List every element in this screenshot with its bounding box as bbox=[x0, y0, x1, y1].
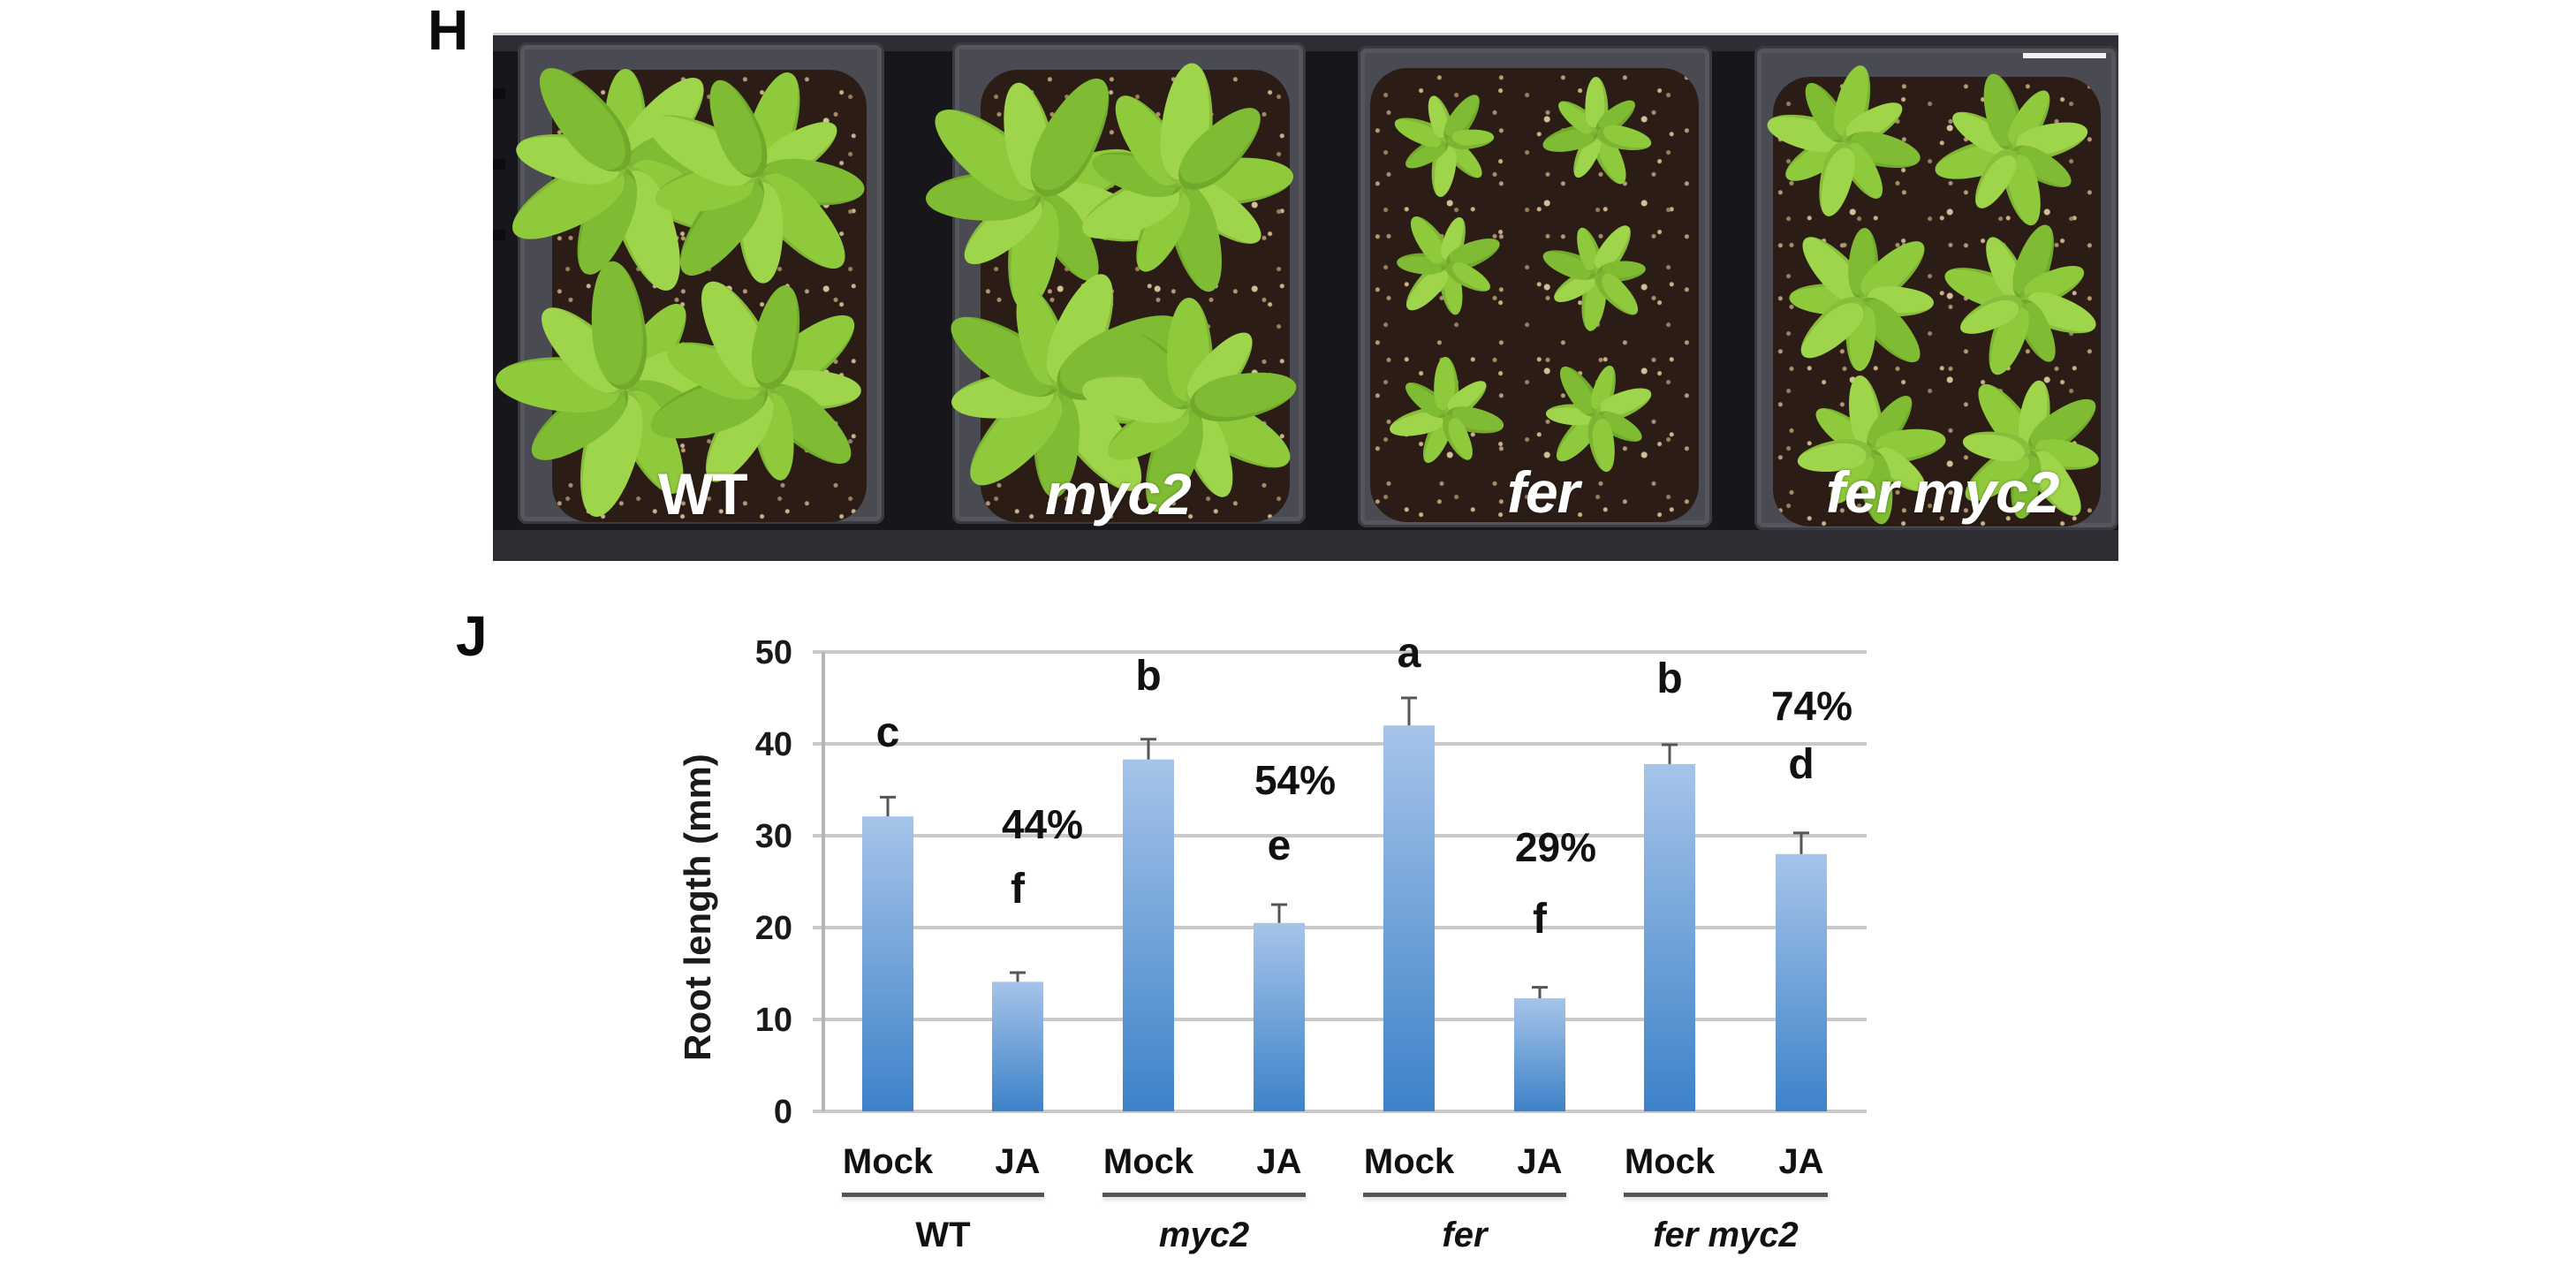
significance-letter: e bbox=[1267, 822, 1292, 869]
y-tick-label: 30 bbox=[754, 818, 792, 855]
group-label: WT bbox=[915, 1216, 971, 1254]
y-axis-title: Root length (mm) bbox=[677, 754, 718, 1061]
tray-label-myc2: myc2 bbox=[1045, 461, 1192, 527]
y-tick-label: 20 bbox=[754, 910, 792, 947]
x-tick-label: Mock bbox=[842, 1142, 934, 1181]
percent-annotation: 44% bbox=[1001, 801, 1084, 847]
significance-letter: f bbox=[1533, 896, 1547, 943]
y-tick-label: 0 bbox=[773, 1094, 792, 1131]
bar bbox=[1644, 763, 1695, 1111]
significance-letter: b bbox=[1656, 655, 1683, 702]
bar bbox=[1776, 853, 1827, 1111]
x-tick-label: JA bbox=[1778, 1142, 1824, 1181]
significance-letter: a bbox=[1397, 630, 1421, 677]
rail-notch bbox=[493, 88, 505, 99]
x-tick-label: Mock bbox=[1102, 1142, 1194, 1181]
y-tick-label: 50 bbox=[754, 634, 792, 671]
group-underline bbox=[1102, 1193, 1306, 1197]
bar bbox=[862, 816, 913, 1111]
group-label: fer myc2 bbox=[1653, 1216, 1799, 1254]
tray-label-fer-myc2: fer myc2 bbox=[1826, 459, 2060, 525]
significance-letter: f bbox=[1011, 866, 1025, 913]
percent-annotation: 74% bbox=[1770, 683, 1853, 729]
x-tick-label: Mock bbox=[1363, 1142, 1455, 1181]
group-underline bbox=[1363, 1193, 1566, 1197]
bar bbox=[1514, 998, 1565, 1111]
significance-letter: d bbox=[1788, 741, 1815, 788]
panel-label-j: J bbox=[456, 604, 488, 668]
bar bbox=[1383, 725, 1435, 1111]
x-tick-label: JA bbox=[995, 1142, 1041, 1181]
x-tick-label: JA bbox=[1256, 1142, 1302, 1181]
group-label: fer bbox=[1442, 1216, 1488, 1254]
plant-tray-photo: WT myc2 fer fer myc2 bbox=[493, 33, 2118, 561]
tray-label-fer: fer bbox=[1507, 459, 1580, 525]
bar bbox=[1254, 922, 1305, 1111]
significance-letter: c bbox=[875, 709, 900, 756]
tray-label-wt: WT bbox=[658, 461, 748, 527]
rail-notch bbox=[493, 230, 505, 240]
bar bbox=[1123, 759, 1174, 1111]
tray-rail-bottom bbox=[493, 530, 2118, 561]
tray-rail-top bbox=[493, 35, 2118, 51]
x-tick-label: JA bbox=[1517, 1142, 1563, 1181]
significance-letter: b bbox=[1135, 653, 1162, 700]
group-underline bbox=[842, 1193, 1044, 1197]
percent-annotation: 54% bbox=[1254, 757, 1337, 803]
y-tick-label: 40 bbox=[754, 726, 792, 763]
rail-notch bbox=[493, 159, 505, 170]
percent-annotation: 29% bbox=[1514, 824, 1597, 870]
group-label: myc2 bbox=[1158, 1216, 1250, 1254]
group-underline bbox=[1624, 1193, 1828, 1197]
y-tick-label: 10 bbox=[754, 1002, 792, 1039]
x-tick-label: Mock bbox=[1624, 1142, 1716, 1181]
panel-label-h: H bbox=[428, 0, 469, 62]
scale-bar bbox=[2023, 53, 2106, 58]
bar bbox=[992, 981, 1043, 1111]
